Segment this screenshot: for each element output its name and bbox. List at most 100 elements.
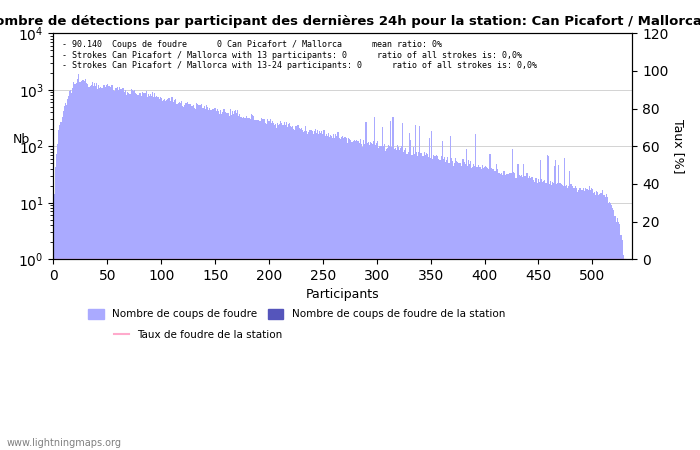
Bar [580, 189, 581, 450]
Bar [332, 138, 333, 450]
Bar [497, 169, 498, 450]
Bar [537, 183, 538, 450]
Bar [424, 152, 425, 450]
Bar [459, 163, 461, 450]
Bar [482, 165, 483, 450]
Bar [104, 85, 105, 450]
Bar [301, 128, 302, 450]
Bar [80, 82, 81, 450]
Bar [523, 164, 524, 450]
Bar [250, 119, 251, 450]
Bar [316, 133, 317, 450]
Bar [97, 89, 98, 450]
Bar [210, 109, 211, 450]
Bar [251, 114, 252, 450]
Bar [372, 144, 373, 450]
Bar [541, 180, 542, 450]
Bar [477, 165, 479, 450]
Bar [329, 137, 330, 450]
Bar [383, 146, 384, 450]
Bar [92, 82, 93, 450]
Bar [165, 101, 166, 450]
Bar [458, 163, 459, 450]
Bar [98, 85, 99, 450]
Bar [340, 139, 341, 450]
Bar [454, 163, 455, 450]
Bar [333, 135, 334, 450]
Bar [190, 104, 191, 450]
Bar [208, 109, 209, 450]
Bar [313, 134, 314, 450]
Bar [547, 156, 549, 450]
Bar [556, 184, 557, 450]
Bar [326, 134, 327, 450]
Bar [289, 123, 290, 450]
Bar [204, 106, 205, 450]
Bar [486, 167, 487, 450]
Bar [306, 130, 307, 450]
Bar [484, 167, 485, 450]
Bar [151, 95, 152, 450]
Bar [361, 144, 362, 450]
Bar [410, 140, 411, 450]
Bar [346, 139, 347, 450]
Bar [158, 99, 160, 450]
Bar [121, 89, 122, 450]
Bar [235, 110, 236, 450]
Bar [426, 153, 427, 450]
Bar [437, 156, 438, 450]
Bar [141, 96, 142, 450]
Bar [583, 188, 584, 450]
Bar [349, 139, 351, 450]
Bar [137, 94, 138, 450]
Bar [571, 184, 573, 450]
Bar [601, 190, 603, 450]
Bar [480, 166, 481, 450]
Bar [197, 104, 198, 450]
Bar [354, 140, 355, 450]
Bar [277, 123, 278, 450]
Bar [569, 171, 570, 450]
Bar [130, 90, 132, 450]
Bar [139, 93, 140, 450]
Bar [343, 138, 344, 450]
Bar [582, 190, 583, 450]
Bar [184, 105, 186, 450]
Bar [393, 149, 395, 450]
Bar [330, 135, 331, 450]
Bar [435, 155, 437, 450]
Bar [253, 116, 255, 450]
Bar [587, 190, 589, 450]
Bar [120, 89, 121, 450]
Bar [584, 191, 585, 450]
Bar [122, 88, 123, 450]
Bar [391, 147, 393, 450]
Bar [377, 141, 379, 450]
Bar [170, 101, 172, 450]
Bar [226, 113, 228, 450]
Bar [369, 145, 370, 450]
Bar [245, 118, 246, 450]
Bar [307, 135, 309, 450]
Bar [452, 161, 453, 450]
Bar [371, 144, 372, 450]
Bar [57, 144, 58, 450]
Bar [528, 178, 529, 450]
Bar [138, 94, 139, 450]
Bar [400, 148, 401, 450]
Bar [273, 123, 274, 450]
Bar [466, 149, 467, 450]
Bar [149, 96, 150, 450]
Bar [624, 259, 625, 450]
Bar [575, 188, 577, 450]
Bar [105, 87, 106, 450]
Bar [220, 110, 221, 450]
Bar [142, 92, 144, 450]
Bar [276, 128, 277, 450]
Bar [267, 118, 269, 450]
Bar [622, 240, 623, 450]
Bar [328, 133, 329, 450]
Bar [229, 116, 230, 450]
Bar [591, 188, 592, 450]
Bar [519, 176, 521, 450]
